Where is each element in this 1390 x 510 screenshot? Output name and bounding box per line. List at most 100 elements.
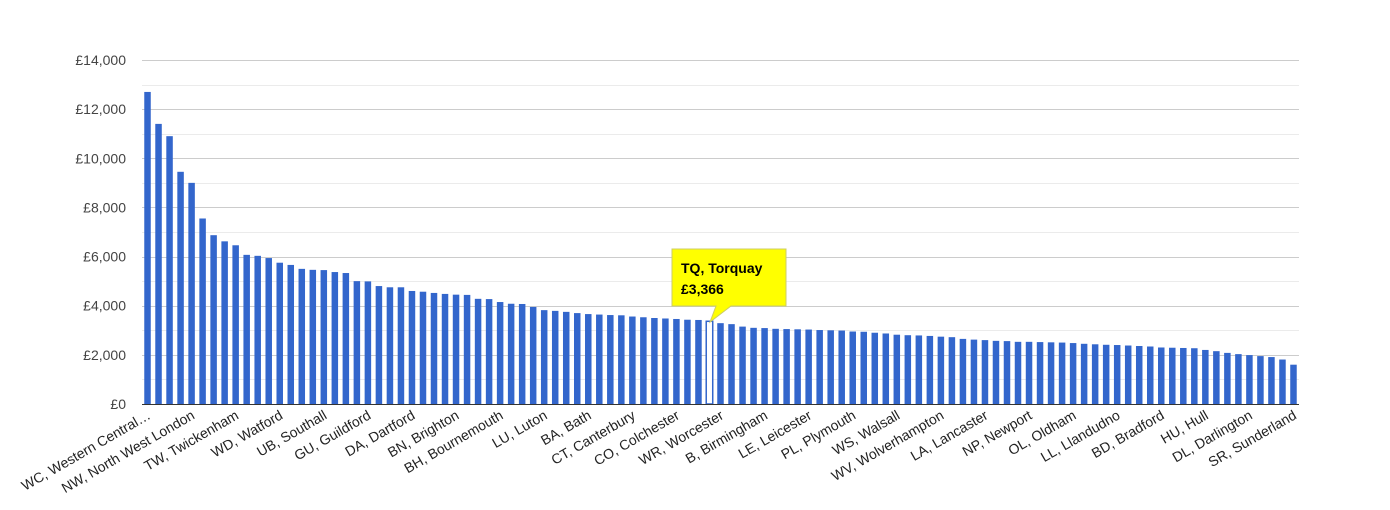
bar[interactable] (254, 255, 261, 404)
bar[interactable] (673, 318, 680, 404)
bar[interactable] (959, 338, 967, 404)
bar[interactable] (915, 335, 923, 404)
bar[interactable] (507, 303, 515, 404)
bar[interactable] (1014, 341, 1022, 404)
bar[interactable] (166, 136, 173, 405)
bar[interactable] (298, 268, 306, 404)
bar[interactable] (728, 324, 735, 404)
bar[interactable] (364, 281, 372, 404)
bar[interactable] (651, 318, 658, 404)
bar[interactable] (981, 340, 989, 404)
bar[interactable] (1080, 343, 1088, 404)
bar[interactable] (937, 336, 945, 404)
bar[interactable] (970, 339, 978, 404)
bar[interactable] (1257, 356, 1264, 404)
bar[interactable] (1158, 347, 1165, 404)
bar[interactable] (882, 333, 890, 404)
bar[interactable] (210, 235, 217, 404)
bar[interactable] (1025, 341, 1033, 404)
bar[interactable] (695, 319, 702, 404)
bar[interactable] (739, 326, 746, 404)
bar[interactable] (1047, 342, 1055, 404)
bar[interactable] (265, 258, 272, 404)
bar[interactable] (992, 340, 1000, 404)
bar[interactable] (386, 287, 394, 404)
bar[interactable] (1102, 344, 1110, 404)
bar[interactable] (1169, 347, 1176, 404)
bar[interactable] (1246, 355, 1253, 404)
bar[interactable] (144, 91, 151, 404)
bar[interactable] (353, 281, 361, 404)
bar[interactable] (562, 311, 570, 404)
bar[interactable] (1180, 347, 1187, 404)
bar[interactable] (430, 292, 438, 404)
bar[interactable] (1003, 341, 1011, 404)
bar[interactable] (1191, 348, 1198, 404)
bar[interactable] (1290, 364, 1297, 404)
bar[interactable] (1268, 357, 1275, 404)
bar[interactable] (640, 317, 647, 404)
bar[interactable] (474, 298, 482, 404)
bar[interactable] (607, 315, 614, 404)
bar[interactable] (893, 334, 901, 404)
bar[interactable] (342, 273, 350, 404)
bar[interactable] (794, 329, 801, 404)
bar[interactable] (331, 272, 339, 404)
bar[interactable] (838, 330, 845, 404)
bar[interactable] (849, 331, 856, 404)
bar[interactable] (805, 329, 812, 404)
bar[interactable] (518, 303, 526, 404)
bar[interactable] (1069, 343, 1077, 404)
bar[interactable] (585, 314, 592, 404)
bar[interactable] (287, 264, 295, 404)
bar[interactable] (904, 335, 912, 404)
bar[interactable] (1213, 351, 1220, 404)
bar[interactable] (1113, 345, 1121, 404)
bar[interactable] (485, 299, 493, 404)
bar[interactable] (529, 306, 537, 404)
bar[interactable] (309, 269, 317, 404)
bar[interactable] (871, 332, 879, 404)
bar[interactable] (188, 182, 195, 404)
bar-highlighted[interactable] (705, 320, 714, 405)
bar[interactable] (463, 294, 471, 404)
bar[interactable] (232, 245, 239, 404)
bar[interactable] (574, 313, 581, 404)
bar[interactable] (419, 291, 427, 404)
bar[interactable] (320, 270, 328, 404)
bar[interactable] (1091, 344, 1099, 404)
bar[interactable] (441, 293, 449, 404)
bar[interactable] (772, 328, 779, 404)
bar[interactable] (816, 330, 823, 404)
bar[interactable] (155, 123, 162, 404)
bar[interactable] (1058, 342, 1066, 404)
bar[interactable] (827, 330, 834, 404)
bar[interactable] (1202, 349, 1209, 404)
bar[interactable] (199, 218, 206, 404)
bar[interactable] (1036, 342, 1044, 404)
bar[interactable] (375, 286, 383, 404)
bar[interactable] (1224, 352, 1231, 404)
bar[interactable] (1146, 346, 1154, 405)
bar[interactable] (1279, 359, 1286, 404)
bar[interactable] (408, 290, 416, 404)
bar[interactable] (1124, 345, 1132, 404)
bar[interactable] (948, 337, 956, 404)
bar[interactable] (596, 314, 603, 404)
bar[interactable] (1135, 346, 1143, 404)
bar[interactable] (662, 318, 669, 404)
bar[interactable] (540, 310, 548, 404)
bar[interactable] (618, 315, 625, 404)
bar[interactable] (276, 262, 283, 404)
bar[interactable] (860, 331, 868, 404)
bar[interactable] (397, 287, 405, 404)
bar[interactable] (496, 302, 504, 404)
bar[interactable] (177, 171, 184, 404)
bar[interactable] (551, 310, 559, 404)
bar[interactable] (750, 327, 757, 404)
bar[interactable] (684, 319, 691, 404)
bar[interactable] (783, 329, 790, 404)
bar[interactable] (243, 254, 250, 404)
bar[interactable] (221, 241, 228, 404)
bar[interactable] (761, 328, 768, 404)
